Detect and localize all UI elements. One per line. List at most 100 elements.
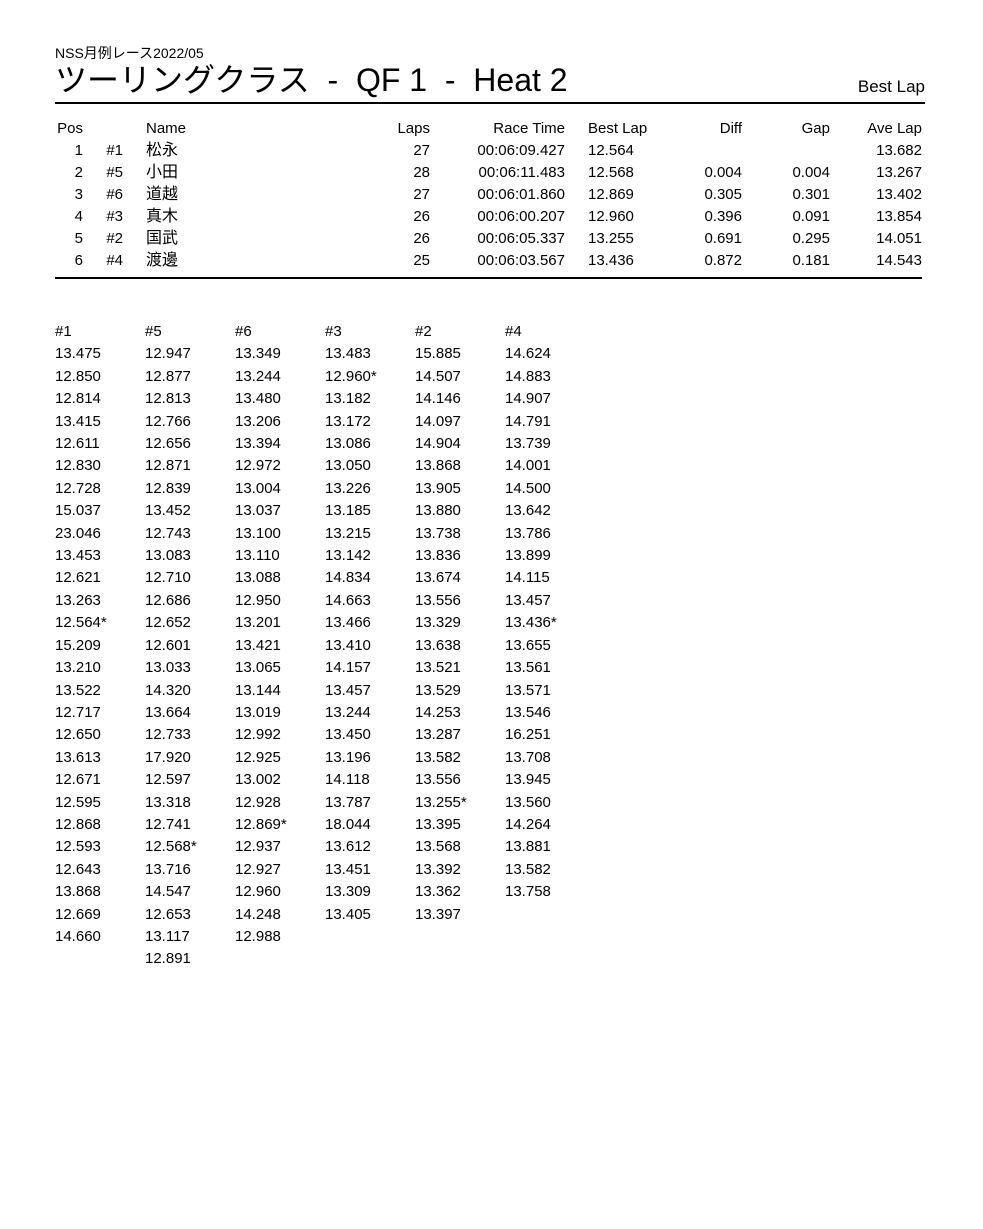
- col-header-ave-lap: Ave Lap: [867, 120, 922, 137]
- lap-time-cell: 13.642: [505, 502, 551, 520]
- diff-cell: 0.004: [704, 164, 742, 181]
- lap-time-cell: 13.226: [325, 479, 371, 497]
- lap-time-cell: 13.421: [235, 636, 281, 654]
- col-header-name: Name: [146, 120, 187, 137]
- results-body: 1 #1 松永 27 00:06:09.427 12.564 13.682 2 …: [55, 140, 922, 278]
- position-cell: 5: [74, 230, 83, 247]
- lap-row: 13.475 12.947 13.349 13.483 15.885 14.62…: [55, 343, 595, 365]
- lap-row: 12.595 13.318 12.928 13.787 13.255* 13.5…: [55, 792, 595, 814]
- lap-time-cell: 13.836: [415, 547, 461, 565]
- driver-name-cell: 真木: [146, 208, 179, 225]
- lap-time-cell: 13.786: [505, 524, 551, 542]
- lap-time-cell: 12.839: [145, 479, 191, 497]
- lap-time-cell: 14.157: [325, 659, 371, 677]
- lap-time-cell: 13.110: [235, 547, 280, 565]
- results-table: Pos Name Laps Race Time Best Lap Diff Ga…: [55, 118, 922, 279]
- lap-time-cell: 13.050: [325, 457, 371, 475]
- laps-cell: 26: [413, 230, 430, 247]
- lap-time-cell: 12.960: [235, 883, 281, 901]
- lap-time-cell: [235, 948, 325, 970]
- lap-time-cell: 13.655: [505, 636, 551, 654]
- lap-time-cell: 12.877: [145, 367, 191, 385]
- lap-time-cell: 12.597: [145, 771, 191, 789]
- lap-time-cell: 14.660: [55, 927, 101, 945]
- car-number-cell: #3: [106, 208, 123, 225]
- lap-col-header-car6: #6: [235, 323, 252, 340]
- diff-cell: 0.872: [704, 252, 742, 269]
- lap-time-cell: 13.881: [505, 838, 551, 856]
- lap-time-cell: 13.716: [145, 860, 191, 878]
- lap-col-header-car4: #4: [505, 323, 522, 340]
- lap-row: 13.415 12.766 13.206 13.172 14.097 14.79…: [55, 411, 595, 433]
- lap-time-cell: 13.210: [55, 659, 101, 677]
- lap-time-cell: 12.595: [55, 793, 101, 811]
- lap-row: 12.671 12.597 13.002 14.118 13.556 13.94…: [55, 769, 595, 791]
- lap-time-cell: 13.568: [415, 838, 461, 856]
- lap-table-header-row: #1 #5 #6 #3 #2 #4: [55, 321, 595, 343]
- lap-time-cell: 13.349: [235, 345, 281, 363]
- lap-col-header-car1: #1: [55, 323, 72, 340]
- lap-time-cell: 18.044: [325, 815, 371, 833]
- lap-time-cell: 13.452: [145, 502, 191, 520]
- lap-time-cell: 12.568*: [145, 838, 197, 856]
- lap-time-cell: 12.652: [145, 614, 191, 632]
- lap-time-cell: 13.004: [235, 479, 281, 497]
- lap-row: 12.621 12.710 13.088 14.834 13.674 14.11…: [55, 567, 595, 589]
- lap-time-cell: 13.410: [325, 636, 371, 654]
- ave-lap-cell: 14.543: [876, 252, 922, 269]
- col-header-best-lap: Best Lap: [588, 120, 648, 137]
- lap-time-cell: 13.899: [505, 547, 551, 565]
- lap-time-cell: 13.362: [415, 883, 461, 901]
- gap-cell: 0.004: [792, 164, 830, 181]
- lap-time-cell: 13.263: [55, 591, 101, 609]
- lap-time-cell: 13.708: [505, 748, 551, 766]
- lap-time-cell: 13.945: [505, 771, 551, 789]
- lap-time-cell: 12.950: [235, 591, 281, 609]
- race-time-cell: 00:06:11.483: [478, 164, 565, 181]
- lap-time-cell: 14.904: [415, 435, 461, 453]
- lap-time-cell: 14.118: [325, 771, 370, 789]
- lap-time-cell: 14.097: [415, 412, 461, 430]
- best-lap-cell: 12.564: [588, 142, 634, 159]
- lap-time-cell: 12.927: [235, 860, 281, 878]
- lap-time-cell: 13.522: [55, 681, 101, 699]
- lap-time-cell: 12.743: [145, 524, 191, 542]
- lap-time-cell: 12.671: [55, 771, 101, 789]
- lap-time-cell: 13.556: [415, 591, 461, 609]
- lap-time-cell: [505, 904, 595, 926]
- lap-time-cell: 13.453: [55, 547, 101, 565]
- diff-cell: 0.396: [704, 208, 742, 225]
- lap-row: 12.611 12.656 13.394 13.086 14.904 13.73…: [55, 433, 595, 455]
- lap-time-cell: 13.255*: [415, 793, 467, 811]
- lap-time-cell: 12.717: [55, 703, 101, 721]
- diff-cell: 0.691: [704, 230, 742, 247]
- position-cell: 4: [74, 208, 83, 225]
- race-time-cell: 00:06:00.207: [477, 208, 565, 225]
- lap-time-cell: 13.436*: [505, 614, 557, 632]
- lap-time-cell: [325, 948, 415, 970]
- lap-time-cell: 14.547: [145, 883, 191, 901]
- lap-time-cell: [505, 926, 595, 948]
- lap-time-cell: 13.738: [415, 524, 461, 542]
- lap-time-cell: 12.992: [235, 726, 281, 744]
- heat-title: ツーリングクラス - QF 1 - Heat 2: [55, 62, 568, 98]
- lap-time-cell: 12.733: [145, 726, 191, 744]
- lap-time-cell: 14.624: [505, 345, 551, 363]
- lap-time-cell: 13.185: [325, 502, 371, 520]
- lap-time-cell: 12.947: [145, 345, 191, 363]
- lap-time-cell: 13.546: [505, 703, 551, 721]
- lap-time-cell: 12.928: [235, 793, 281, 811]
- lap-time-cell: 13.088: [235, 569, 281, 587]
- lap-time-cell: 13.758: [505, 883, 551, 901]
- lap-time-cell: 13.172: [325, 412, 371, 430]
- result-row: 3 #6 道越 27 00:06:01.860 12.869 0.305 0.3…: [55, 184, 922, 206]
- lap-time-cell: 13.244: [325, 703, 371, 721]
- lap-time-cell: 13.144: [235, 681, 281, 699]
- ave-lap-cell: 13.267: [876, 164, 922, 181]
- title-row: ツーリングクラス - QF 1 - Heat 2 Best Lap: [55, 61, 925, 104]
- driver-name-cell: 道越: [146, 186, 179, 203]
- col-header-diff: Diff: [719, 120, 742, 137]
- lap-time-cell: 13.019: [235, 703, 281, 721]
- driver-name-cell: 渡邊: [146, 252, 179, 269]
- lap-time-cell: 13.664: [145, 703, 191, 721]
